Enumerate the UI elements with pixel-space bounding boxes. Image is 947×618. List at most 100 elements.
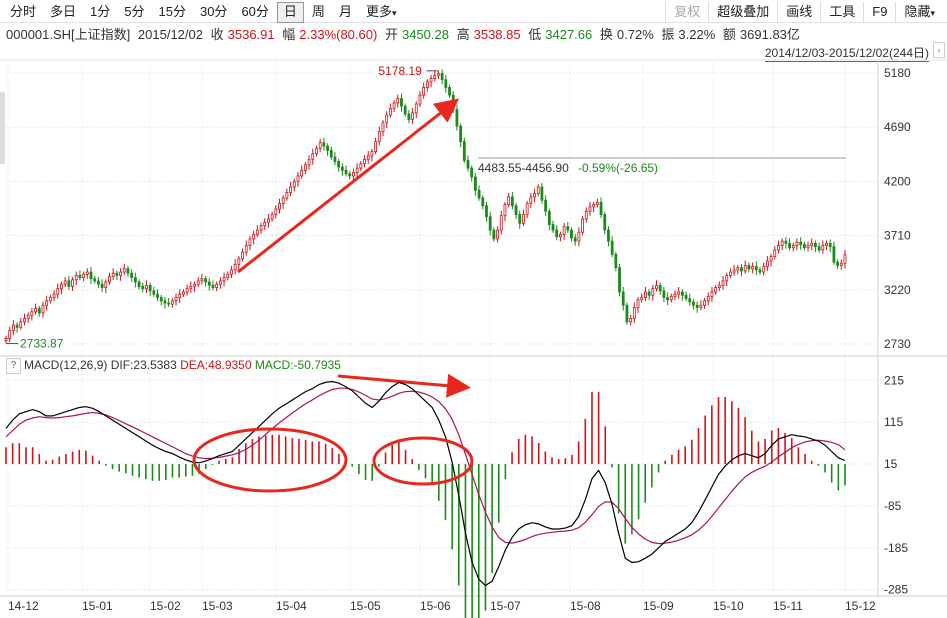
candle-body-69 <box>259 225 263 231</box>
toolbar-item-2[interactable]: 画线 <box>777 2 820 23</box>
candle-body-33 <box>126 268 130 274</box>
left-scrollbar[interactable] <box>0 92 5 164</box>
trend-arrow-up <box>237 98 460 274</box>
candle-body-9 <box>37 308 41 314</box>
main-y-tick-3: 3710 <box>884 229 911 243</box>
x-tick-4: 15-04 <box>276 599 307 613</box>
candle-body-22 <box>85 271 89 275</box>
macd-y-tick-4: -185 <box>884 541 908 555</box>
candle-body-173 <box>644 291 647 298</box>
scroll-right-button[interactable]: › <box>933 42 945 58</box>
candle-body-197 <box>732 269 736 273</box>
toolbar-item-1[interactable]: 超级叠加 <box>708 2 777 23</box>
candle-body-18 <box>71 279 74 287</box>
candle-body-215 <box>799 241 803 245</box>
candle-body-63 <box>237 258 241 265</box>
candle-body-211 <box>784 240 788 244</box>
toolbar-item-5[interactable]: 隐藏▾ <box>895 2 943 23</box>
candle-body-53 <box>200 278 204 282</box>
period-8[interactable]: 周 <box>311 4 325 19</box>
candle-body-85 <box>318 142 322 149</box>
toolbar-item-3[interactable]: 工具 <box>820 2 863 23</box>
x-tick-7: 15-07 <box>490 599 521 613</box>
candle-body-143 <box>533 193 536 198</box>
candle-body-84 <box>315 147 318 155</box>
date-range[interactable]: 2014/12/03-2015/12/02(244日) <box>764 46 929 62</box>
candle-body-135 <box>503 204 507 217</box>
dea-value: 48.9350 <box>208 358 252 372</box>
candle-body-88 <box>329 150 333 158</box>
candle-body-178 <box>662 290 666 298</box>
amplitude-label: 振 <box>661 27 675 42</box>
period-2[interactable]: 1分 <box>90 4 111 19</box>
period-3[interactable]: 5分 <box>124 4 145 19</box>
candle-body-57 <box>215 283 219 288</box>
period-6[interactable]: 60分 <box>241 4 269 19</box>
candle-body-111 <box>414 103 418 114</box>
close-label: 收 <box>210 27 224 42</box>
candle-body-106 <box>396 98 400 104</box>
candle-body-32 <box>122 268 126 273</box>
high-label: 高 <box>456 27 470 42</box>
macd-y-tick-3: -85 <box>884 499 902 513</box>
candle-body-191 <box>710 291 714 297</box>
main-y-tick-1: 4690 <box>884 120 911 134</box>
candle-body-174 <box>647 291 651 296</box>
candle-body-28 <box>108 276 111 283</box>
candle-body-142 <box>529 196 533 204</box>
candle-body-82 <box>307 158 311 166</box>
candle-body-78 <box>292 181 296 188</box>
candle-body-108 <box>403 105 407 115</box>
candle-body-209 <box>777 245 780 251</box>
candle-body-182 <box>677 291 681 295</box>
help-icon[interactable]: ? <box>6 358 21 374</box>
candle-body-196 <box>729 271 732 276</box>
period-5[interactable]: 30分 <box>199 4 228 19</box>
period-9[interactable]: 月 <box>338 4 352 19</box>
period-7[interactable]: 日 <box>276 2 304 23</box>
candle-body-0 <box>4 338 8 342</box>
toolbar-item-0[interactable]: 复权 <box>665 2 708 23</box>
candle-body-156 <box>581 218 584 233</box>
candle-body-133 <box>496 229 499 240</box>
candle-body-202 <box>751 266 754 270</box>
candle-body-203 <box>754 266 758 271</box>
candle-body-100 <box>374 141 378 152</box>
candle-body-43 <box>163 300 167 304</box>
period-1[interactable]: 多日 <box>50 4 77 19</box>
candle-body-181 <box>673 293 677 297</box>
main-y-tick-2: 4200 <box>884 174 911 188</box>
divergence-ellipse-1 <box>192 427 348 493</box>
candle-body-44 <box>167 302 171 305</box>
candle-body-39 <box>148 284 152 292</box>
candle-body-1 <box>8 330 12 339</box>
candle-body-145 <box>540 186 544 201</box>
candle-body-163 <box>607 229 610 242</box>
candle-body-194 <box>721 280 725 286</box>
candle-body-104 <box>388 108 392 116</box>
candle-body-20 <box>78 274 82 279</box>
candle-body-226 <box>839 262 843 266</box>
candle-body-137 <box>510 196 514 207</box>
period-0[interactable]: 分时 <box>10 4 37 19</box>
candle-body-185 <box>688 298 692 303</box>
x-tick-6: 15-06 <box>420 599 451 613</box>
candle-body-74 <box>278 203 281 210</box>
candle-body-36 <box>137 281 141 287</box>
candle-body-140 <box>522 214 525 224</box>
candle-body-92 <box>344 169 348 175</box>
toolbar-item-4[interactable]: F9 <box>863 2 895 23</box>
period-4[interactable]: 15分 <box>158 4 186 19</box>
period-10[interactable]: 更多▾ <box>365 4 397 19</box>
candle-body-30 <box>115 272 119 276</box>
candle-body-161 <box>599 202 603 215</box>
candle-body-176 <box>655 284 658 290</box>
candle-body-21 <box>82 273 86 279</box>
macd-y-tick-5: -285 <box>884 583 908 597</box>
high-label: 5178.19 <box>378 64 422 78</box>
candle-body-76 <box>285 192 289 199</box>
candle-body-223 <box>828 242 832 248</box>
candle-body-190 <box>706 295 710 302</box>
candle-body-217 <box>806 245 810 249</box>
